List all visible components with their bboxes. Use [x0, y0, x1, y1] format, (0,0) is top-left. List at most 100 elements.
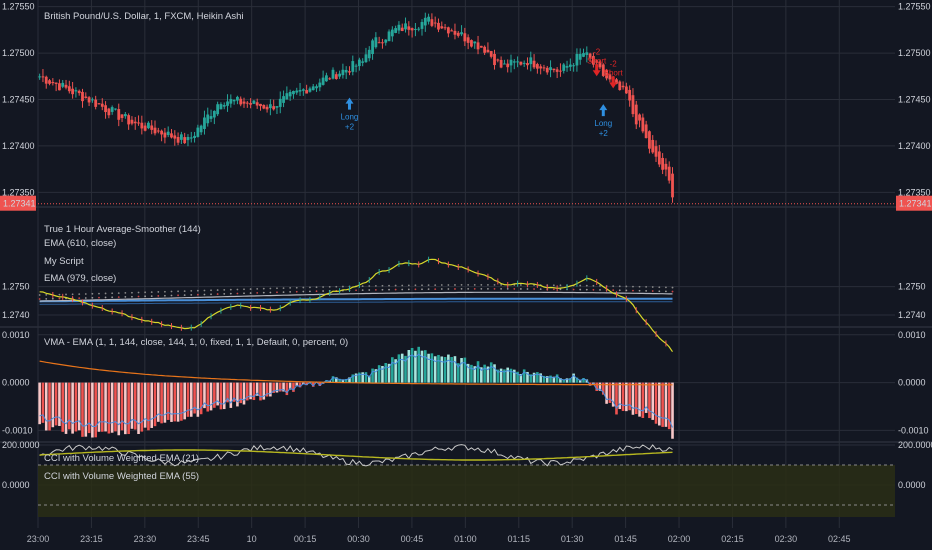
- vma-bar: [522, 369, 526, 383]
- vma-bar: [658, 382, 661, 426]
- script-dot: [256, 287, 259, 290]
- script-dot: [262, 291, 265, 294]
- script-dot: [632, 285, 634, 288]
- vma-bar: [631, 382, 635, 415]
- vma-bar: [595, 382, 598, 391]
- time-tick-label: 00:45: [401, 534, 424, 544]
- script-dot: [249, 288, 252, 290]
- ha-candle: [77, 90, 81, 94]
- ha-candle: [582, 53, 585, 57]
- y-tick-label-right: 0.0000: [898, 480, 926, 490]
- last-price-label-left: 1.27341: [3, 199, 36, 209]
- ha-candle: [427, 16, 430, 22]
- vma-bar: [671, 382, 674, 439]
- ha-candle: [489, 51, 493, 57]
- script-dot: [229, 288, 232, 291]
- ha-candle: [503, 63, 506, 65]
- script-dot: [104, 292, 107, 295]
- vma-bar: [173, 382, 177, 422]
- script-dot: [295, 290, 298, 293]
- script-dot: [460, 284, 463, 286]
- vma-bar: [608, 382, 612, 403]
- script-dot: [361, 285, 364, 288]
- ha-candle: [542, 67, 546, 69]
- ha-candle: [644, 124, 648, 139]
- ha-candle: [404, 23, 407, 30]
- script-dot: [618, 285, 621, 288]
- vma-bar: [193, 382, 196, 414]
- vma-bar: [512, 369, 516, 383]
- script-dot: [157, 291, 160, 293]
- script-dot: [645, 285, 648, 288]
- vma-bar: [582, 378, 585, 383]
- ha-candle: [48, 80, 51, 84]
- script-dot: [111, 292, 114, 295]
- script-dot: [309, 286, 311, 289]
- ha-candle: [496, 59, 500, 61]
- vma-bar: [68, 382, 71, 430]
- ha-candle: [516, 61, 519, 63]
- ha-candle: [374, 37, 378, 48]
- ha-candle: [456, 32, 460, 36]
- script-dot: [658, 286, 661, 289]
- y-tick-label-left: 1.27450: [2, 95, 35, 105]
- vma-bar: [344, 378, 348, 383]
- ha-candle: [407, 26, 411, 30]
- ha-candle: [615, 79, 618, 84]
- ha-candle: [114, 108, 117, 110]
- ha-candle: [249, 103, 253, 105]
- vma-bar: [100, 382, 104, 432]
- ha-candle: [38, 76, 42, 78]
- vma-bar: [394, 359, 397, 383]
- script-dot: [78, 297, 81, 300]
- ha-candle: [147, 122, 150, 129]
- cci-pane[interactable]: [38, 444, 895, 517]
- ha-candle: [196, 127, 200, 137]
- vma-bar: [140, 382, 144, 432]
- ha-candle: [519, 61, 523, 65]
- ma-pane[interactable]: [38, 256, 674, 353]
- vma-bar: [147, 382, 150, 431]
- ha-candle: [338, 73, 341, 77]
- script-dot: [487, 283, 489, 286]
- ha-candle: [414, 28, 417, 30]
- short-signal-label: Short: [587, 56, 607, 65]
- ha-candle: [295, 90, 299, 93]
- script-dot: [625, 285, 628, 288]
- vma-bar: [338, 378, 341, 383]
- script-dot: [421, 284, 423, 287]
- script-dot: [665, 286, 667, 289]
- vma-bar: [213, 382, 216, 408]
- long-signal-label: Long: [341, 113, 359, 122]
- y-tick-label-left: 1.27400: [2, 141, 35, 151]
- vma-bar: [354, 373, 358, 383]
- script-dot: [38, 298, 41, 300]
- vma-bar: [549, 375, 552, 383]
- vma-bar: [585, 379, 589, 383]
- ha-candle: [526, 63, 529, 66]
- vma-bar: [371, 368, 374, 383]
- vma-bar: [160, 382, 163, 424]
- script-dot: [262, 287, 265, 290]
- pane-labels: British Pound/U.S. Dollar, 1, FXCM, Heik…: [44, 11, 348, 482]
- script-dot: [295, 286, 298, 289]
- vma-pane[interactable]: [38, 346, 674, 439]
- script-dot: [216, 289, 219, 291]
- ha-candle: [268, 104, 272, 109]
- script-dot: [289, 291, 292, 293]
- script-dot: [203, 293, 206, 296]
- ha-candle: [104, 105, 107, 113]
- ha-candle: [259, 103, 262, 107]
- script-dot: [328, 285, 331, 288]
- vma-bar: [199, 382, 203, 415]
- script-dot: [658, 290, 661, 293]
- vma-bar: [183, 382, 186, 420]
- short-signal-value: -2: [610, 59, 618, 68]
- vma-bar: [311, 382, 315, 387]
- ha-candle: [479, 45, 483, 48]
- script-dot: [210, 293, 212, 296]
- vma-bar: [255, 382, 259, 396]
